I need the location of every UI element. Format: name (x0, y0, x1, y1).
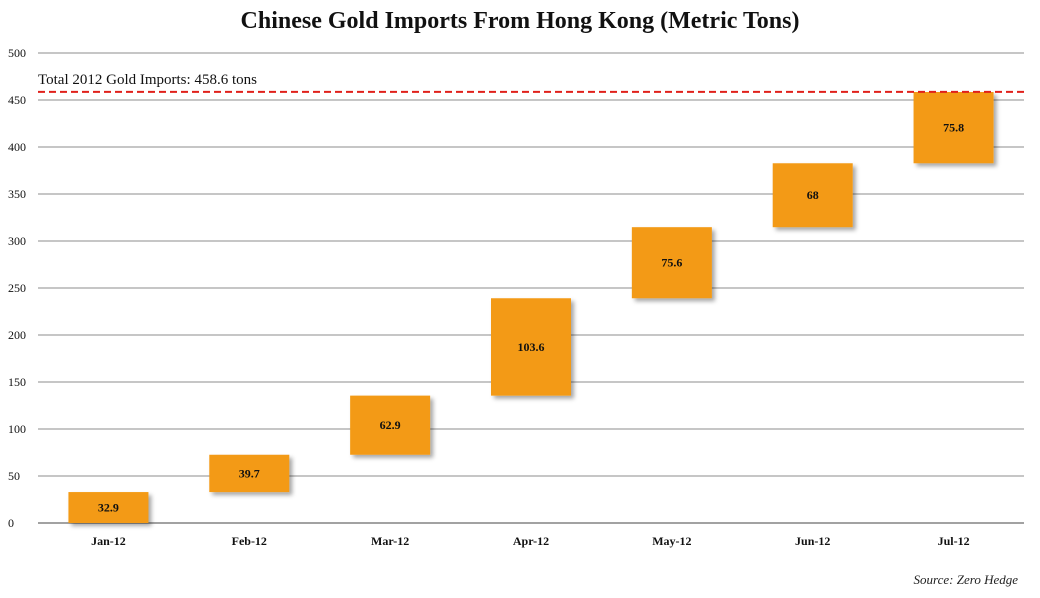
y-tick-label: 400 (8, 140, 26, 154)
x-tick-label: May-12 (652, 534, 691, 548)
bar (772, 163, 853, 228)
y-tick-label: 0 (8, 516, 14, 530)
data-label: 75.6 (661, 256, 682, 270)
data-label: 32.9 (98, 501, 119, 515)
bar (913, 92, 994, 164)
y-tick-label: 450 (8, 93, 26, 107)
bar (491, 298, 571, 396)
data-label: 75.8 (943, 121, 964, 135)
reference-line-label: Total 2012 Gold Imports: 458.6 tons (38, 72, 257, 88)
data-label: 62.9 (380, 418, 401, 432)
data-label: 68 (807, 188, 819, 202)
y-tick-label: 350 (8, 187, 26, 201)
bar (209, 454, 290, 493)
x-tick-label: Feb-12 (232, 534, 267, 548)
y-tick-label: 150 (8, 375, 26, 389)
y-tick-label: 300 (8, 234, 26, 248)
y-tick-label: 100 (8, 422, 26, 436)
bars (68, 92, 994, 523)
gridlines (38, 52, 1024, 524)
labels: 0 50 100 150 200 250 300 350 400 450 500 32.9 Jan-12… (8, 46, 970, 548)
y-tick-label: 50 (8, 469, 20, 483)
data-label: 103.6 (518, 340, 545, 354)
bar (350, 395, 431, 455)
bar (68, 492, 149, 523)
x-tick-label: Jun-12 (795, 534, 830, 548)
source-note: Source: Zero Hedge (913, 572, 1018, 587)
x-tick-label: Jul-12 (938, 534, 970, 548)
x-tick-label: Jan-12 (91, 534, 126, 548)
bar (631, 227, 712, 299)
y-tick-label: 500 (8, 46, 26, 60)
x-tick-label: Mar-12 (371, 534, 409, 548)
chart-title: Chinese Gold Imports From Hong Kong (Met… (240, 8, 800, 34)
y-tick-label: 200 (8, 328, 26, 342)
y-tick-label: 250 (8, 281, 26, 295)
data-label: 39.7 (239, 466, 260, 480)
x-tick-label: Apr-12 (513, 534, 549, 548)
